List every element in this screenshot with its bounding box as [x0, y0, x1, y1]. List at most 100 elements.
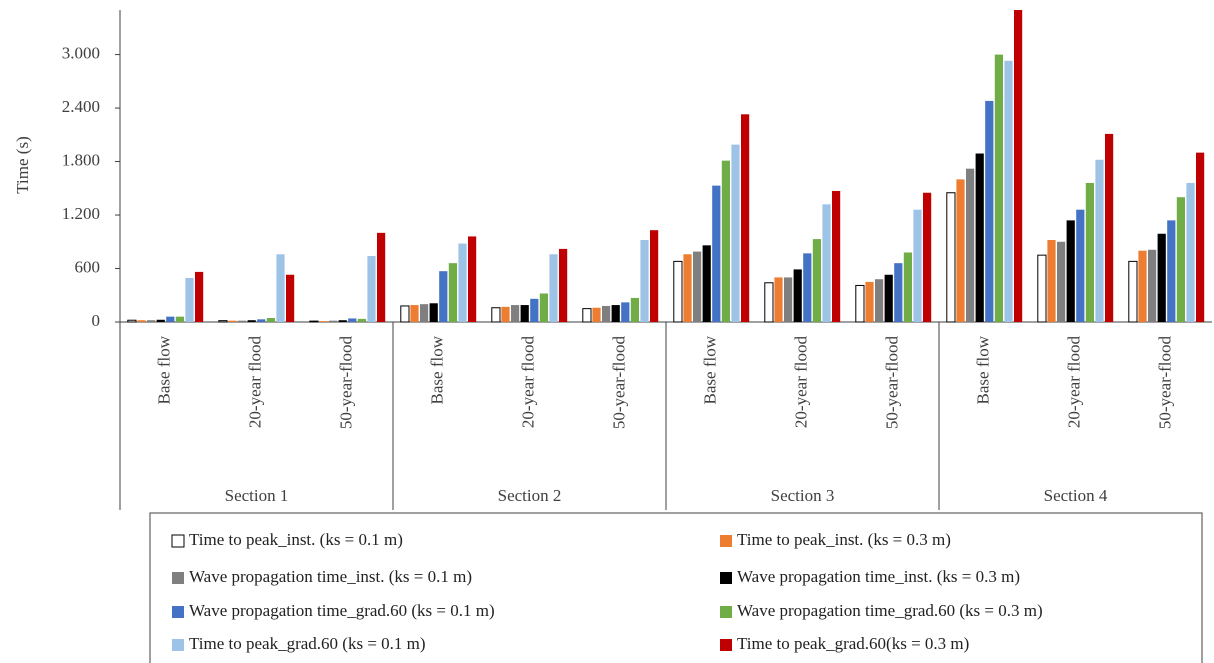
- bar: [1157, 233, 1166, 322]
- bar: [812, 239, 821, 322]
- legend-swatch: [720, 639, 732, 651]
- bar: [1057, 241, 1066, 322]
- bar: [721, 160, 730, 322]
- bar: [367, 256, 376, 322]
- bar: [764, 282, 774, 323]
- legend-label: Time to peak_grad.60 (ks = 0.1 m): [189, 634, 426, 653]
- bar: [865, 281, 874, 322]
- legend-swatch: [172, 572, 184, 584]
- bar: [1105, 133, 1114, 322]
- x-tick-label: Base flow: [700, 335, 719, 404]
- bar: [975, 153, 984, 322]
- legend-swatch: [720, 572, 732, 584]
- section-label: Section 1: [225, 486, 289, 505]
- bar: [458, 243, 467, 322]
- bar: [1186, 182, 1195, 322]
- x-tick-label: 50-year-flood: [336, 336, 355, 430]
- legend-label: Wave propagation time_grad.60 (ks = 0.1 …: [189, 601, 495, 620]
- bar: [712, 185, 721, 322]
- bar: [238, 320, 247, 322]
- bar: [286, 274, 295, 322]
- legend-label: Wave propagation time_inst. (ks = 0.1 m): [189, 567, 472, 586]
- y-tick-label: 1.800: [62, 150, 100, 169]
- bar: [832, 190, 841, 322]
- y-tick-label: 1.200: [62, 204, 100, 223]
- bar: [1176, 197, 1185, 322]
- y-axis-label: Time (s): [13, 136, 32, 193]
- bar: [1004, 60, 1013, 322]
- bar: [630, 297, 639, 322]
- legend-box: [149, 512, 1203, 663]
- bar: [1196, 152, 1205, 322]
- legend-label: Time to peak_inst. (ks = 0.1 m): [189, 530, 403, 549]
- x-tick-label: Base flow: [427, 335, 446, 404]
- bar: [875, 279, 884, 322]
- bar: [348, 318, 357, 322]
- bar: [923, 192, 932, 322]
- bar: [147, 320, 156, 322]
- bar: [166, 316, 175, 322]
- legend-swatch: [172, 639, 184, 651]
- bar: [247, 320, 256, 322]
- legend-swatch: [172, 606, 184, 618]
- legend-label: Wave propagation time_grad.60 (ks = 0.3 …: [737, 601, 1043, 620]
- x-tick-label: 20-year flood: [791, 336, 810, 429]
- bar: [357, 318, 366, 322]
- bar: [946, 192, 956, 323]
- bar: [530, 298, 539, 322]
- bar: [127, 319, 137, 323]
- bar: [309, 320, 319, 323]
- bar: [784, 277, 793, 322]
- bar: [549, 254, 558, 322]
- bar: [966, 168, 975, 322]
- legend-label: Time to peak_inst. (ks = 0.3 m): [737, 530, 951, 549]
- bar: [803, 253, 812, 322]
- bar: [855, 284, 865, 323]
- y-tick-label: 2.400: [62, 97, 100, 116]
- bar: [956, 179, 965, 322]
- bar: [329, 320, 338, 322]
- bar: [683, 254, 692, 322]
- x-tick-label: 50-year-flood: [609, 336, 628, 430]
- bar: [520, 305, 529, 322]
- bar: [410, 305, 419, 322]
- bar: [1047, 239, 1056, 322]
- bar: [640, 239, 649, 322]
- bar: [731, 144, 740, 322]
- bar: [257, 319, 266, 322]
- bar: [774, 277, 783, 322]
- bar: [884, 274, 893, 322]
- bar: [994, 54, 1003, 322]
- bar: [338, 320, 347, 322]
- bar: [1138, 250, 1147, 322]
- bar: [741, 114, 750, 322]
- bar: [1128, 260, 1138, 323]
- x-tick-label: 20-year flood: [518, 336, 537, 429]
- bar: [621, 302, 630, 322]
- bar: [539, 293, 548, 322]
- bar: [377, 232, 386, 322]
- y-tick-label: 600: [75, 257, 101, 276]
- bar: [185, 277, 194, 322]
- section-label: Section 2: [498, 486, 562, 505]
- x-tick-label: 50-year-flood: [1155, 336, 1174, 430]
- section-label: Section 4: [1044, 486, 1108, 505]
- bar: [276, 254, 285, 322]
- y-tick-label: 3.000: [62, 43, 100, 62]
- bar: [1095, 159, 1104, 322]
- bar: [894, 263, 903, 322]
- bar: [582, 308, 592, 323]
- bar: [611, 305, 620, 322]
- bar: [1066, 220, 1075, 322]
- bar: [702, 245, 711, 322]
- x-tick-label: 20-year flood: [1064, 336, 1083, 429]
- bar: [903, 252, 912, 322]
- bar: [511, 305, 520, 322]
- bar: [602, 305, 611, 322]
- y-tick-label: 0: [92, 311, 101, 330]
- legend-swatch: [720, 606, 732, 618]
- legend-swatch: [171, 534, 185, 548]
- bar: [218, 320, 228, 323]
- bar: [1085, 182, 1094, 322]
